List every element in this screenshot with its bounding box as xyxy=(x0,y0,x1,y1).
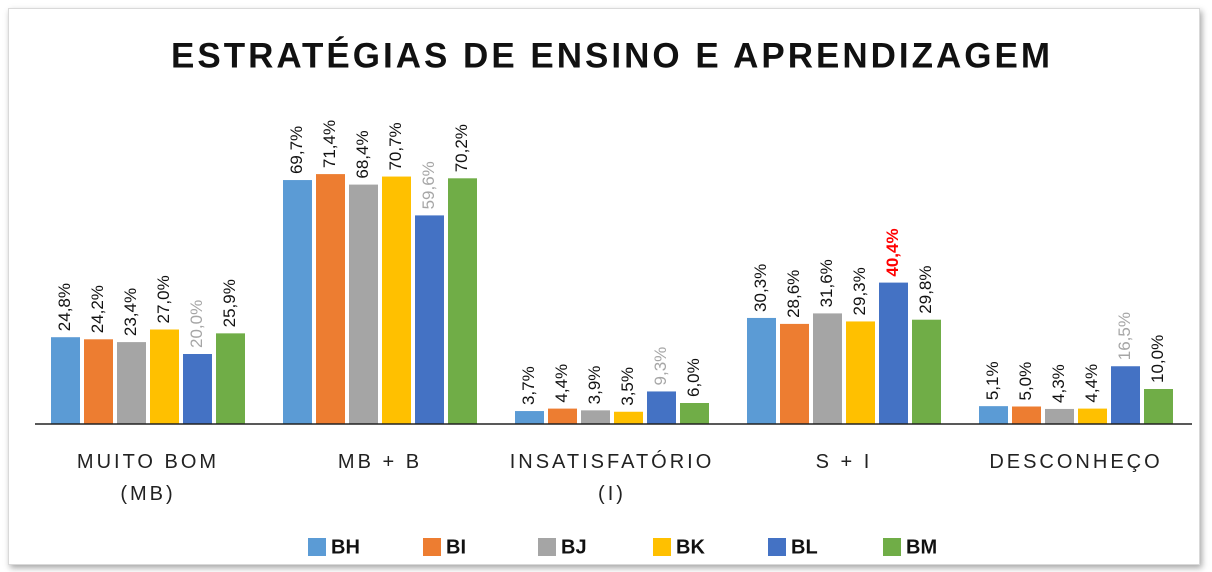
legend-swatch xyxy=(423,538,441,556)
x-tick-label: DESCONHEÇO xyxy=(989,451,1163,473)
data-label: 28,6% xyxy=(784,270,803,318)
data-label: 71,4% xyxy=(320,120,339,168)
data-label: 30,3% xyxy=(751,264,770,312)
x-tick-label: MUITO BOM (MB) xyxy=(76,451,220,505)
bar xyxy=(846,321,875,424)
data-label: 5,1% xyxy=(983,361,1002,400)
bar xyxy=(979,406,1008,424)
data-label: 16,5% xyxy=(1115,312,1134,360)
data-label: 4,4% xyxy=(552,364,571,403)
bar xyxy=(117,342,146,424)
bar xyxy=(1012,406,1041,424)
legend-swatch xyxy=(653,538,671,556)
bar xyxy=(1078,408,1107,424)
bar xyxy=(813,313,842,424)
x-tick-label: S + I xyxy=(815,451,873,473)
data-label: 3,7% xyxy=(519,366,538,405)
bar xyxy=(912,319,941,424)
data-label: 4,4% xyxy=(1082,364,1101,403)
legend-label: BM xyxy=(906,536,937,558)
data-label: 24,8% xyxy=(55,283,74,331)
x-tick-label: INSATISFATÓRIO (I) xyxy=(509,451,715,505)
data-label: 10,0% xyxy=(1148,335,1167,383)
bar xyxy=(614,411,643,424)
bar xyxy=(183,354,212,424)
bar xyxy=(1045,408,1074,424)
legend-swatch xyxy=(308,538,326,556)
data-label: 25,9% xyxy=(220,279,239,327)
data-label: 68,4% xyxy=(353,130,372,178)
data-label: 4,3% xyxy=(1049,364,1068,403)
legend-swatch xyxy=(883,538,901,556)
data-label: 5,0% xyxy=(1016,362,1035,401)
bar xyxy=(548,408,577,424)
chart-frame xyxy=(8,8,1200,565)
bar xyxy=(448,178,477,424)
bar xyxy=(581,410,610,424)
bar xyxy=(216,333,245,424)
bar xyxy=(349,184,378,424)
bar xyxy=(747,317,776,424)
bar xyxy=(283,180,312,424)
bar xyxy=(647,391,676,424)
data-label: 31,6% xyxy=(817,259,836,307)
data-label: 3,5% xyxy=(618,367,637,406)
chart-title: ESTRATÉGIAS DE ENSINO E APRENDIZAGEM xyxy=(171,35,1053,75)
legend-label: BK xyxy=(676,536,705,558)
data-label: 70,7% xyxy=(386,122,405,170)
data-label: 6,0% xyxy=(684,358,703,397)
bar xyxy=(1111,366,1140,424)
bar xyxy=(51,337,80,424)
data-label: 24,2% xyxy=(88,285,107,333)
bar xyxy=(316,174,345,424)
data-label: 9,3% xyxy=(651,347,670,386)
bar xyxy=(879,282,908,424)
data-label: 59,6% xyxy=(419,161,438,209)
data-label: 27,0% xyxy=(154,275,173,323)
bar xyxy=(382,176,411,424)
legend-label: BJ xyxy=(561,536,587,558)
bar xyxy=(415,215,444,424)
bar xyxy=(780,323,809,424)
data-label: 29,3% xyxy=(850,267,869,315)
data-label: 3,9% xyxy=(585,366,604,405)
bar xyxy=(84,339,113,424)
data-label: 20,0% xyxy=(187,300,206,348)
legend-label: BH xyxy=(331,536,360,558)
legend-label: BL xyxy=(791,536,818,558)
bar xyxy=(1144,389,1173,424)
data-label: 29,8% xyxy=(916,265,935,313)
x-tick-label: MB + B xyxy=(337,451,423,473)
data-label: 69,7% xyxy=(287,126,306,174)
legend-label: BI xyxy=(446,536,466,558)
bar xyxy=(150,329,179,424)
bar xyxy=(680,403,709,424)
data-label: 40,4% xyxy=(883,228,902,276)
data-label: 23,4% xyxy=(121,288,140,336)
bar xyxy=(515,411,544,424)
legend-swatch xyxy=(538,538,556,556)
data-label: 70,2% xyxy=(452,124,471,172)
legend-swatch xyxy=(768,538,786,556)
